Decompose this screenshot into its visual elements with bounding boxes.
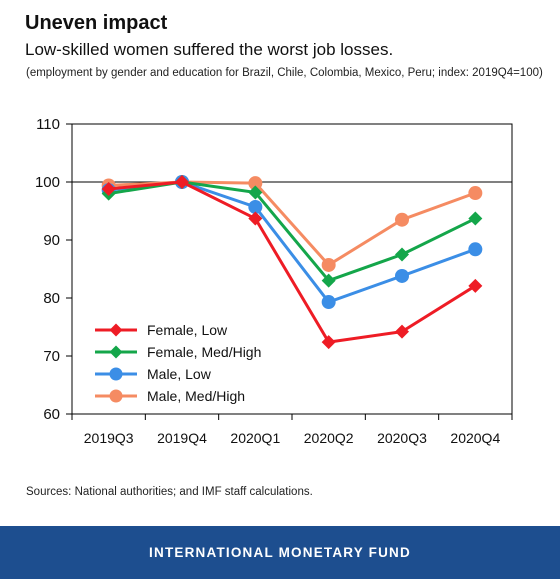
legend-item: Male, Low <box>95 366 212 382</box>
x-tick-label: 2020Q3 <box>377 430 427 446</box>
y-tick-label: 80 <box>43 290 60 307</box>
data-point <box>321 335 336 350</box>
x-tick-label: 2019Q4 <box>157 430 207 446</box>
data-point <box>468 242 483 257</box>
data-point <box>468 186 483 201</box>
series-line <box>108 180 477 344</box>
source-note: Sources: National authorities; and IMF s… <box>26 486 313 498</box>
chart-note: (employment by gender and education for … <box>26 67 543 79</box>
data-point <box>468 211 483 226</box>
legend-item: Male, Med/High <box>95 388 245 404</box>
x-tick-label: 2020Q4 <box>450 430 500 446</box>
data-point <box>468 278 483 293</box>
data-point <box>248 176 263 191</box>
series-line <box>108 180 476 283</box>
series-female-low <box>101 175 483 350</box>
legend-swatch-marker <box>109 389 123 403</box>
series-male-med-high <box>101 175 483 272</box>
x-tick-label: 2019Q3 <box>84 430 134 446</box>
plot-frame <box>71 123 513 415</box>
y-tick-label: 70 <box>43 348 60 365</box>
legend-label: Female, Med/High <box>147 344 261 360</box>
data-point <box>248 211 263 226</box>
x-tick-label: 2020Q1 <box>230 430 280 446</box>
data-point <box>321 295 336 310</box>
data-point <box>321 273 336 288</box>
footer-label: INTERNATIONAL MONETARY FUND <box>149 545 411 560</box>
data-point <box>248 185 263 200</box>
data-point <box>395 268 409 283</box>
legend-swatch-marker <box>109 345 123 359</box>
y-tick-label: 90 <box>43 232 60 249</box>
data-point <box>395 247 409 262</box>
chart-title: Uneven impact <box>25 12 168 34</box>
series-female-med-high <box>101 175 483 288</box>
chart-subtitle: Low-skilled women suffered the worst job… <box>25 40 394 59</box>
y-tick-label: 110 <box>36 116 60 133</box>
data-point <box>175 175 189 189</box>
legend-swatch-marker <box>109 367 123 381</box>
data-point <box>101 181 116 196</box>
line-chart: 60 70 80 90 100 110 2019Q3 2019Q4 2020Q1 2020Q2 20… <box>35 116 513 446</box>
legend-item: Female, Med/High <box>95 344 261 360</box>
legend-label: Male, Med/High <box>147 388 245 404</box>
series-line <box>108 180 476 304</box>
data-point <box>395 212 409 227</box>
data-point <box>321 257 336 272</box>
y-tick-label: 60 <box>43 406 60 423</box>
y-tick-label: 100 <box>35 174 60 191</box>
data-point <box>248 199 263 214</box>
legend-label: Female, Low <box>147 322 228 338</box>
footer-banner: INTERNATIONAL MONETARY FUND <box>0 526 560 579</box>
x-tick-label: 2020Q2 <box>304 430 354 446</box>
legend-swatch-marker <box>109 323 123 337</box>
legend-label: Male, Low <box>147 366 212 382</box>
data-point <box>395 324 409 339</box>
legend-item: Female, Low <box>95 322 228 338</box>
